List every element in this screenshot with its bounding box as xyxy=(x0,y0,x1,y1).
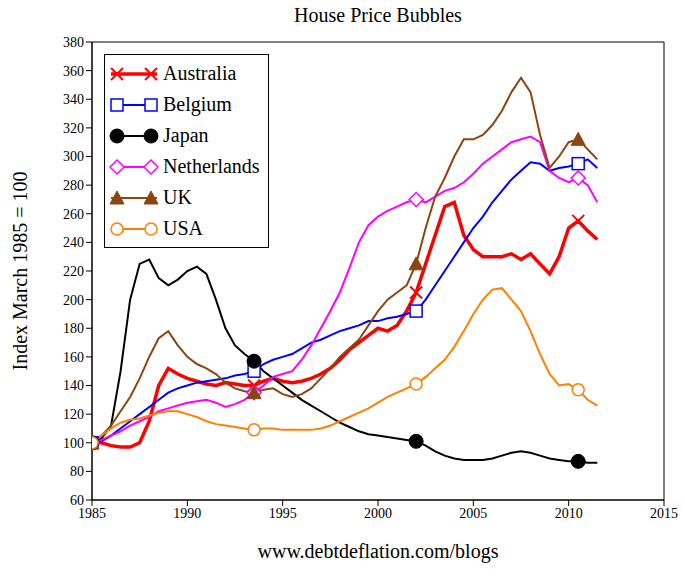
html-text:USA: USA xyxy=(163,217,203,239)
html-text:www.debtdeflation.com/blogs: www.debtdeflation.com/blogs xyxy=(257,540,499,562)
svg-text:2010: 2010 xyxy=(555,506,583,521)
svg-text:180: 180 xyxy=(63,321,84,336)
svg-text:1985: 1985 xyxy=(78,506,106,521)
svg-text:240: 240 xyxy=(63,235,84,250)
svg-text:200: 200 xyxy=(63,293,84,308)
svg-text:320: 320 xyxy=(63,121,84,136)
svg-text:100: 100 xyxy=(63,436,84,451)
svg-text:2015: 2015 xyxy=(650,506,677,521)
svg-text:300: 300 xyxy=(63,149,84,164)
html-text:Australia: Australia xyxy=(163,62,237,84)
svg-text:1995: 1995 xyxy=(269,506,297,521)
svg-text:260: 260 xyxy=(63,207,84,222)
svg-text:140: 140 xyxy=(63,378,84,393)
html-text:Netherlands: Netherlands xyxy=(163,155,260,177)
svg-text:380: 380 xyxy=(63,35,84,50)
svg-text:120: 120 xyxy=(63,407,84,422)
svg-text:160: 160 xyxy=(63,350,84,365)
svg-text:1990: 1990 xyxy=(173,506,201,521)
html-text:Belgium: Belgium xyxy=(163,93,232,115)
svg-text:360: 360 xyxy=(63,64,84,79)
svg-text:80: 80 xyxy=(70,464,84,479)
html-text:Japan: Japan xyxy=(163,124,209,146)
html-text:House Price Bubbles: House Price Bubbles xyxy=(294,4,462,26)
svg-text:60: 60 xyxy=(70,493,84,508)
html-text:UK: UK xyxy=(163,186,192,208)
svg-text:220: 220 xyxy=(63,264,84,279)
svg-text:2005: 2005 xyxy=(459,506,487,521)
svg-text:340: 340 xyxy=(63,92,84,107)
svg-text:2000: 2000 xyxy=(364,506,392,521)
svg-text:280: 280 xyxy=(63,178,84,193)
svg-text:Index March 1985 = 100: Index March 1985 = 100 xyxy=(9,171,31,370)
